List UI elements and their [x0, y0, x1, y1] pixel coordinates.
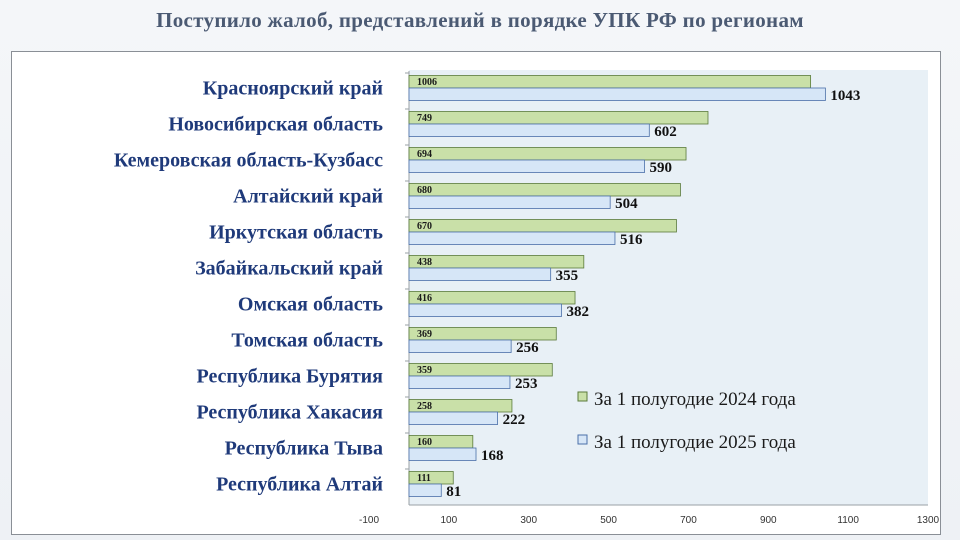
bar — [408, 267, 552, 281]
category-label: Республика Алтай — [216, 474, 383, 496]
bar — [408, 483, 442, 497]
x-tick-label: 300 — [520, 515, 537, 526]
bar — [408, 447, 477, 461]
data-label: 160 — [417, 437, 432, 448]
data-label: 359 — [417, 365, 432, 376]
data-label: 1006 — [417, 77, 437, 88]
bar — [408, 375, 511, 389]
data-label: 438 — [417, 257, 432, 268]
data-label: 253 — [515, 376, 538, 392]
chart-title: Поступило жалоб, представлений в порядке… — [156, 8, 804, 32]
bar — [408, 195, 611, 209]
data-label: 680 — [417, 185, 432, 196]
legend-swatch — [577, 434, 588, 445]
bar — [408, 159, 645, 173]
x-tick-label: 1300 — [917, 515, 940, 526]
bar — [408, 339, 512, 353]
data-label: 355 — [556, 268, 579, 284]
category-label: Омская область — [238, 294, 384, 316]
data-label: 369 — [417, 329, 432, 340]
x-tick-label: 700 — [680, 515, 697, 526]
category-label: Красноярский край — [203, 78, 383, 100]
x-tick-label: 500 — [600, 515, 617, 526]
legend-swatch — [577, 391, 588, 402]
data-label: 694 — [417, 149, 432, 160]
data-label: 382 — [566, 304, 589, 320]
category-label: Кемеровская область-Кузбасс — [114, 150, 383, 172]
category-label: Республика Хакасия — [196, 402, 383, 424]
bar — [408, 147, 687, 161]
bar — [408, 411, 498, 425]
data-label: 222 — [503, 412, 526, 428]
data-label: 749 — [417, 113, 432, 124]
data-label: 111 — [417, 473, 431, 484]
data-label: 602 — [654, 124, 677, 140]
category-label: Алтайский край — [233, 186, 383, 208]
data-label: 81 — [446, 484, 461, 500]
x-tick-label: 100 — [441, 515, 458, 526]
bar — [408, 75, 812, 89]
data-label: 168 — [481, 448, 504, 464]
category-label: Новосибирская область — [168, 114, 383, 136]
x-tick-label: 900 — [760, 515, 777, 526]
plot-area — [409, 70, 928, 505]
bar — [408, 471, 454, 485]
x-tick-label: -100 — [359, 515, 379, 526]
category-label: Забайкальский край — [195, 258, 383, 280]
data-label: 670 — [417, 221, 432, 232]
data-label: 258 — [417, 401, 432, 412]
bar — [408, 231, 616, 245]
data-label: 256 — [516, 340, 539, 356]
bar — [408, 219, 677, 233]
x-tick-label: 1100 — [837, 515, 859, 526]
bar — [408, 303, 562, 317]
bar — [408, 183, 681, 197]
data-label: 590 — [650, 160, 673, 176]
data-label: 1043 — [830, 88, 860, 104]
category-label: Республика Бурятия — [196, 366, 383, 388]
category-label: Томская область — [231, 330, 383, 352]
data-label: 416 — [417, 293, 432, 304]
legend-label: За 1 полугодие 2025 года — [594, 432, 796, 453]
data-label: 504 — [615, 196, 638, 212]
legend-label: За 1 полугодие 2024 года — [594, 389, 796, 410]
bar — [408, 87, 826, 101]
bar — [408, 111, 709, 125]
bar — [408, 291, 576, 305]
category-label: Республика Тыва — [225, 438, 383, 460]
category-label: Иркутская область — [209, 222, 383, 244]
bar — [408, 255, 585, 269]
data-label: 516 — [620, 232, 643, 248]
bar — [408, 123, 650, 137]
